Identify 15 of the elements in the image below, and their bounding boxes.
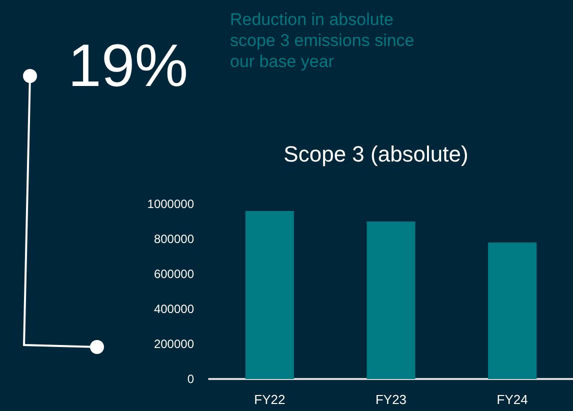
chart-title: Scope 3 (absolute) — [284, 142, 468, 166]
x-tick-label: FY22 — [254, 392, 286, 407]
bar — [488, 242, 537, 379]
y-tick-label: 1000000 — [147, 197, 194, 211]
y-tick-label: 600000 — [154, 267, 194, 281]
y-tick-label: 0 — [187, 372, 194, 386]
x-tick-label: FY23 — [375, 392, 407, 407]
y-tick-label: 200000 — [154, 337, 194, 351]
x-tick-label: FY24 — [496, 392, 528, 407]
text: Reduction in absolute scope 3 emissions since our base year — [230, 9, 416, 72]
text: 19% — [68, 32, 188, 99]
y-tick-label: 400000 — [154, 302, 194, 316]
bar — [366, 222, 416, 379]
bar — [245, 211, 294, 379]
y-tick-label: 800000 — [154, 232, 194, 246]
